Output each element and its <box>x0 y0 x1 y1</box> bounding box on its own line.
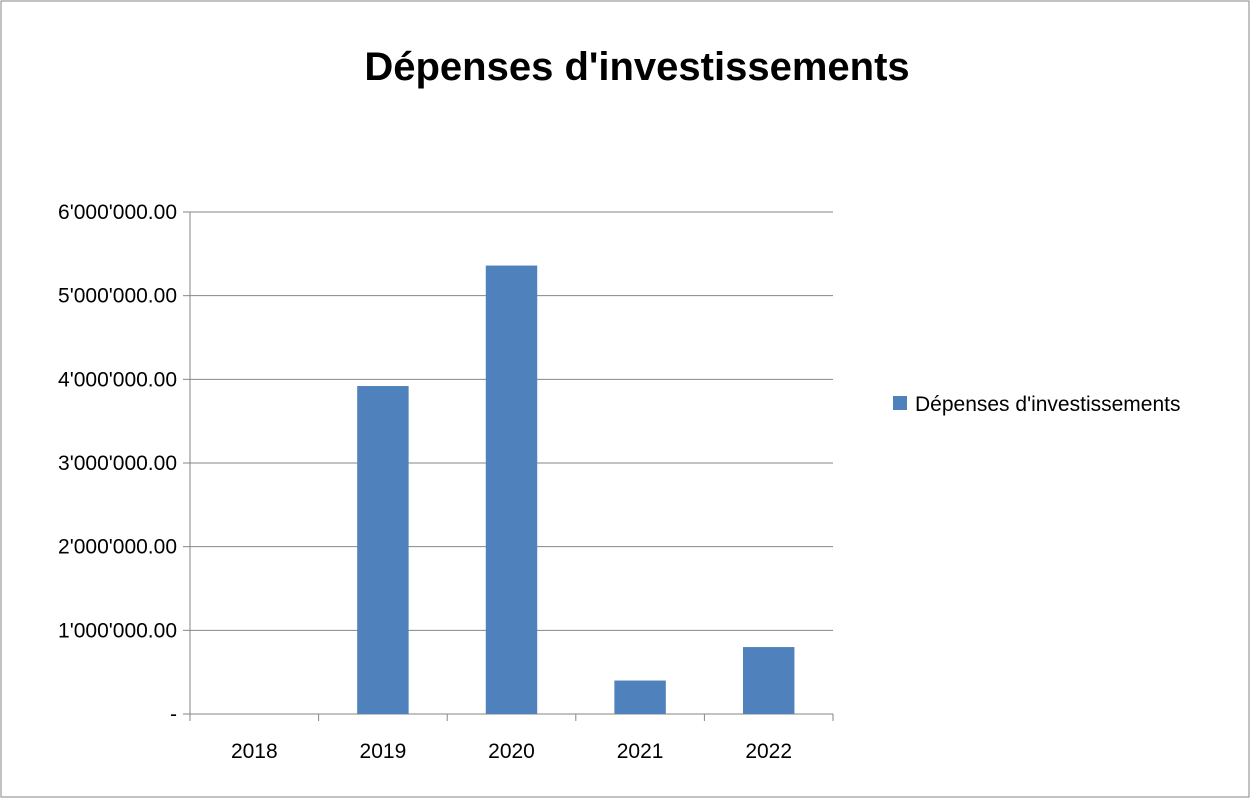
x-tick-label: 2022 <box>745 740 792 763</box>
legend-label: Dépenses d'investissements <box>915 393 1180 416</box>
x-tick-label: 2019 <box>360 740 407 763</box>
y-tick-label: 6'000'000.00 <box>58 201 177 224</box>
y-tick-label: 4'000'000.00 <box>58 368 177 391</box>
legend-swatch <box>893 396 907 410</box>
bar-2022 <box>742 647 795 714</box>
bar-2020 <box>485 265 538 714</box>
y-tick-label: 1'000'000.00 <box>58 619 177 642</box>
legend: Dépenses d'investissements <box>893 393 1180 416</box>
bar-2019 <box>357 386 409 714</box>
y-tick-label: 2'000'000.00 <box>58 536 177 559</box>
y-tick-label: 3'000'000.00 <box>58 452 177 475</box>
y-tick-label: - <box>170 703 177 726</box>
bars <box>357 265 795 714</box>
x-tick-label: 2018 <box>231 740 278 763</box>
y-tick-label: 5'000'000.00 <box>58 285 177 308</box>
x-tick-labels: 2018 2019 2020 2021 2022 <box>231 740 792 763</box>
x-tick-label: 2020 <box>488 740 535 763</box>
x-tick-label: 2021 <box>617 740 664 763</box>
chart-title: Dépenses d'investissements <box>364 45 909 89</box>
y-tick-labels: - 1'000'000.00 2'000'000.00 3'000'000.00 4'0… <box>58 201 177 726</box>
bar-2021 <box>614 680 666 714</box>
